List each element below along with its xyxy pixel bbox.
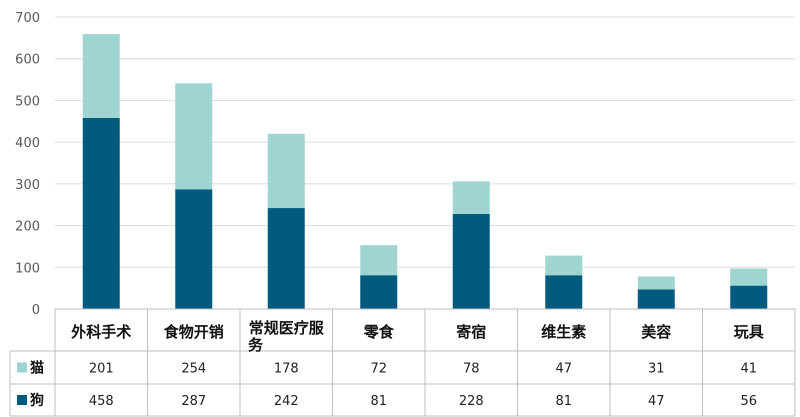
y-tick-label: 200 bbox=[15, 220, 40, 235]
bar-dog bbox=[175, 189, 213, 309]
gridlines bbox=[55, 16, 795, 310]
data-label: 178 bbox=[274, 362, 299, 377]
data-label: 72 bbox=[370, 362, 387, 377]
category-label: 美容 bbox=[641, 323, 671, 341]
bar-cat bbox=[175, 83, 213, 190]
data-label: 228 bbox=[459, 394, 484, 409]
category-label: 玩具 bbox=[734, 323, 764, 341]
category-label: 零食 bbox=[363, 323, 395, 341]
legend-key bbox=[17, 395, 27, 405]
category-label: 食物开销 bbox=[164, 323, 224, 341]
legend-key bbox=[17, 362, 27, 373]
data-label: 81 bbox=[555, 394, 572, 409]
y-tick-label: 300 bbox=[15, 178, 40, 193]
y-tick-label: 500 bbox=[15, 94, 40, 109]
category-label: 维生素 bbox=[541, 323, 586, 341]
bar-dog bbox=[360, 275, 398, 309]
data-label: 47 bbox=[555, 362, 572, 377]
data-label: 242 bbox=[274, 394, 299, 409]
y-tick-label: 100 bbox=[15, 261, 40, 276]
y-axis: 0 100 200 300 400 500 600 700 bbox=[15, 11, 40, 318]
bar-dog bbox=[452, 213, 490, 309]
category-label: 寄宿 bbox=[456, 323, 486, 341]
y-tick-label: 700 bbox=[15, 11, 40, 26]
bar-cat bbox=[360, 245, 398, 276]
data-label: 41 bbox=[740, 362, 757, 377]
y-tick-label: 400 bbox=[15, 136, 40, 151]
category-label: 外科手术 bbox=[70, 323, 131, 341]
data-label: 47 bbox=[648, 394, 665, 409]
series-name: 猫 bbox=[30, 360, 44, 377]
data-table: 外科手术 食物开销 常规医疗服务 零食 寄宿 维生素 美容 玩具猫 201 254 178 72 78 4… bbox=[9, 308, 796, 417]
bar-cat bbox=[545, 255, 583, 276]
data-label: 458 bbox=[89, 394, 114, 409]
bar-cat bbox=[82, 34, 120, 118]
data-label: 201 bbox=[89, 362, 114, 377]
data-label: 31 bbox=[648, 362, 665, 377]
bar-cat bbox=[267, 133, 305, 209]
bar-dog bbox=[637, 289, 675, 309]
bar-dog bbox=[730, 285, 768, 309]
data-label: 287 bbox=[181, 394, 206, 409]
bars bbox=[82, 34, 768, 309]
y-tick-label: 0 bbox=[32, 303, 40, 318]
bar-cat bbox=[452, 181, 490, 214]
data-label: 78 bbox=[463, 362, 480, 377]
bar-cat bbox=[730, 268, 768, 286]
bar-dog bbox=[267, 208, 305, 309]
y-tick-label: 600 bbox=[15, 53, 40, 68]
series-name: 狗 bbox=[30, 392, 44, 409]
data-label: 56 bbox=[740, 394, 757, 409]
bar-dog bbox=[545, 275, 583, 309]
bar-dog bbox=[82, 117, 120, 309]
data-label: 81 bbox=[370, 394, 387, 409]
category-label: 常规医疗服务 bbox=[248, 319, 325, 354]
data-label: 254 bbox=[181, 362, 206, 377]
bar-cat bbox=[637, 276, 675, 290]
